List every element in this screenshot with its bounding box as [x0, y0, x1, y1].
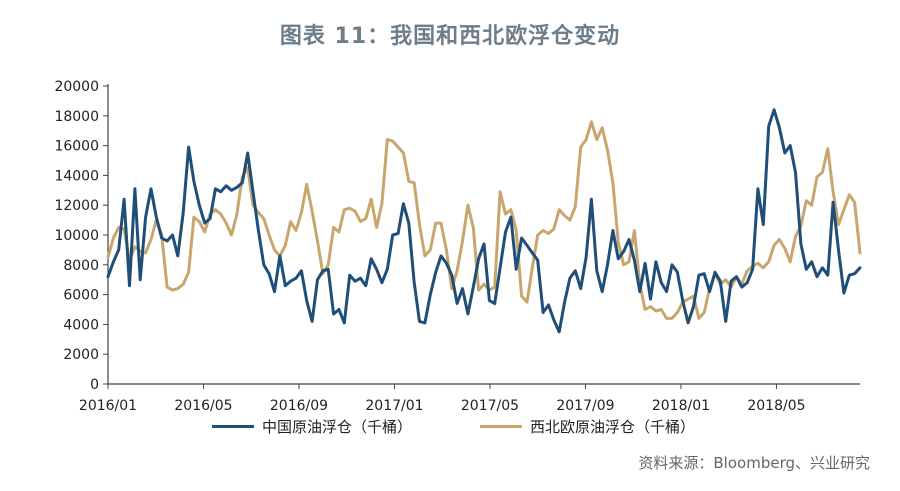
x-tick-label: 2018/01	[652, 398, 710, 414]
y-tick-label: 12000	[54, 198, 99, 214]
legend-swatch-nwe	[480, 425, 522, 428]
x-tick-label: 2018/05	[747, 398, 805, 414]
x-tick-label: 2016/09	[270, 398, 328, 414]
y-tick-label: 16000	[54, 139, 99, 155]
series-line-nwe	[106, 120, 862, 320]
y-tick-label: 8000	[63, 258, 99, 274]
x-tick-label: 2017/09	[556, 398, 614, 414]
y-tick-label: 2000	[63, 347, 99, 363]
y-tick-label: 20000	[54, 79, 99, 95]
y-tick-label: 0	[90, 377, 99, 393]
legend-item-china: 中国原油浮仓（千桶）	[212, 416, 412, 437]
x-tick-label: 2016/01	[79, 398, 137, 414]
series-line-china	[106, 108, 862, 334]
source-note: 资料来源：Bloomberg、兴业研究	[638, 454, 870, 472]
y-tick-label: 4000	[63, 317, 99, 333]
y-tick-label: 10000	[54, 228, 99, 244]
legend-swatch-china	[212, 425, 254, 428]
legend-label-china: 中国原油浮仓（千桶）	[262, 418, 413, 436]
legend-item-nwe: 西北欧原油浮仓（千桶）	[480, 416, 695, 437]
x-tick-label: 2016/05	[174, 398, 232, 414]
legend: 中国原油浮仓（千桶） 西北欧原油浮仓（千桶）	[0, 416, 900, 440]
legend-label-nwe: 西北欧原油浮仓（千桶）	[530, 418, 696, 436]
x-tick-label: 2017/05	[461, 398, 519, 414]
x-tick-label: 2017/01	[365, 398, 423, 414]
y-tick-label: 14000	[54, 168, 99, 184]
y-tick-label: 18000	[54, 109, 99, 125]
y-tick-label: 6000	[63, 288, 99, 304]
chart-title: 图表 11：我国和西北欧浮仓变动	[279, 24, 621, 49]
